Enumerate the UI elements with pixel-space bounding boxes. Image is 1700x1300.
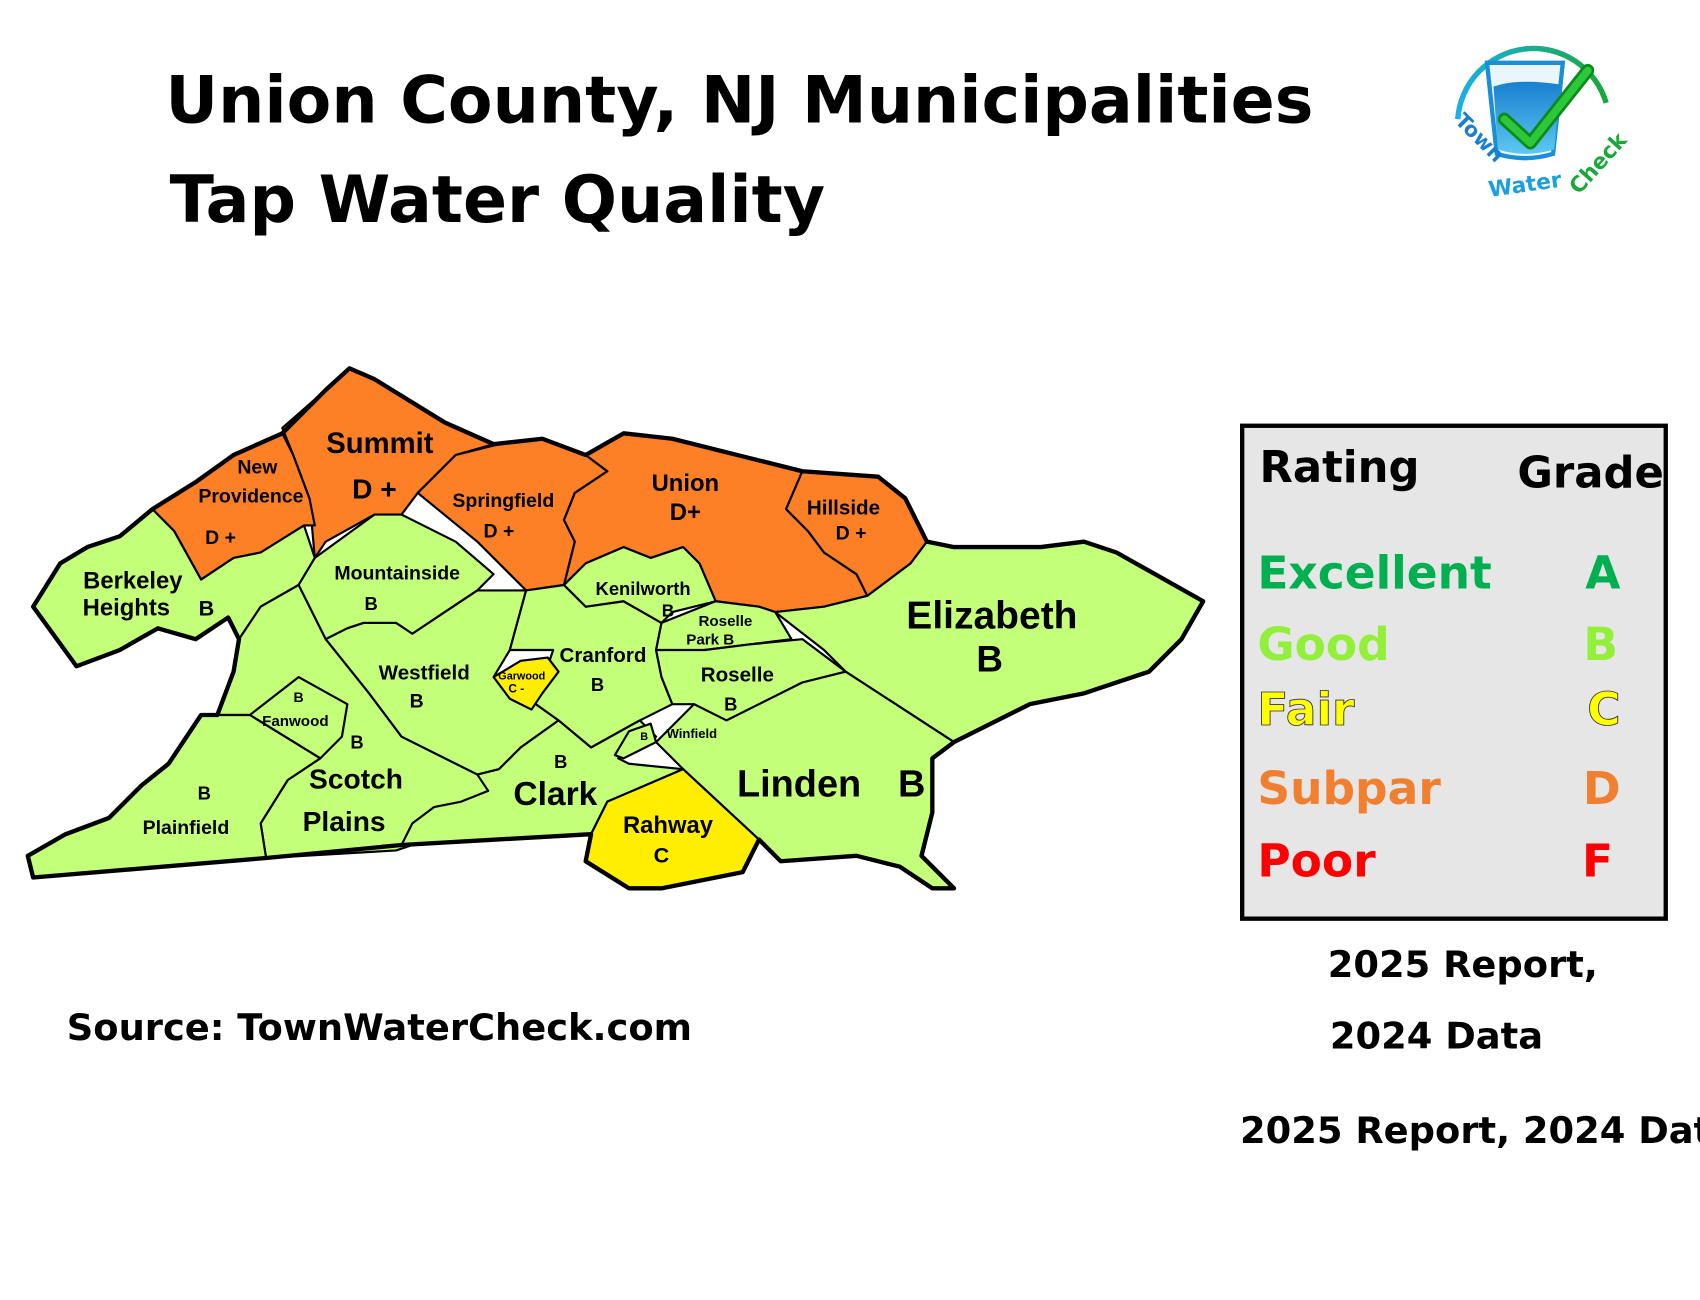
- legend: Rating Grade Excellent A Good B Fair C Subpar D…: [1240, 423, 1668, 921]
- grade-kenilworth: B: [662, 600, 675, 620]
- grade-mountainside: B: [365, 593, 378, 614]
- map-title-line2: Tap Water Quality: [170, 163, 825, 238]
- region-winfield[interactable]: [613, 722, 658, 760]
- union-county-map: Summit D + New Providence D + Springfiel…: [25, 366, 1206, 891]
- grade-cranford: B: [591, 674, 604, 695]
- report-line1: 2025 Report,: [1328, 943, 1598, 986]
- label-kenilworth: Kenilworth: [596, 578, 691, 599]
- legend-grade-a: A: [1585, 546, 1620, 599]
- report-line2: 2024 Data: [1330, 1015, 1543, 1058]
- label-scotch-plains-2: Plains: [303, 806, 386, 837]
- label-winfield: Winfield: [667, 726, 717, 741]
- logo-text-water: Water: [1487, 168, 1564, 203]
- label-new-providence-2: Providence: [198, 486, 303, 508]
- townwatercheck-logo: Town Water Check: [1450, 45, 1633, 203]
- legend-header-grade: Grade: [1517, 449, 1664, 499]
- label-springfield: Springfield: [452, 490, 554, 512]
- report-single-line: 2025 Report, 2024 Data: [1240, 1109, 1700, 1152]
- grade-winfield: B: [640, 731, 648, 743]
- grade-clark: B: [554, 751, 567, 772]
- label-roselle-park-2: Park B: [686, 632, 734, 649]
- label-garwood: Garwood: [498, 670, 545, 682]
- label-mountainside: Mountainside: [334, 563, 460, 585]
- label-fanwood: Fanwood: [262, 713, 329, 730]
- grade-union: D+: [670, 499, 701, 526]
- label-clark: Clark: [513, 776, 597, 813]
- label-union: Union: [652, 470, 720, 497]
- region-clark[interactable]: [400, 719, 685, 847]
- grade-hillside: D +: [836, 523, 867, 545]
- grade-scotch-plains: B: [350, 732, 363, 753]
- map-title-line1: Union County, NJ Municipalities: [165, 63, 1313, 138]
- source-text: Source: TownWaterCheck.com: [67, 1006, 692, 1049]
- legend-rating-excellent: Excellent: [1257, 546, 1491, 599]
- label-summit: Summit: [326, 428, 434, 460]
- region-kenilworth[interactable]: [562, 545, 717, 624]
- county-outline: [25, 366, 1206, 891]
- grade-plainfield: B: [198, 783, 211, 804]
- legend-rating-good: Good: [1257, 618, 1389, 671]
- label-rahway: Rahway: [623, 812, 714, 839]
- legend-box: [1240, 423, 1668, 921]
- logo-text-check: Check: [1565, 128, 1633, 200]
- legend-grade-b: B: [1583, 618, 1618, 671]
- region-garwood[interactable]: [492, 656, 560, 711]
- label-scotch-plains-1: Scotch: [309, 764, 403, 795]
- grade-new-providence: D +: [205, 527, 236, 549]
- grade-westfield: B: [410, 690, 424, 712]
- label-new-providence-1: New: [237, 456, 278, 478]
- grade-berkeley-heights: B: [199, 595, 215, 620]
- grade-linden: B: [898, 763, 925, 805]
- grade-garwood: C -: [508, 681, 524, 695]
- legend-rating-poor: Poor: [1257, 834, 1376, 887]
- label-westfield: Westfield: [379, 661, 470, 684]
- label-elizabeth: Elizabeth: [906, 594, 1077, 637]
- legend-rating-subpar: Subpar: [1257, 762, 1441, 815]
- grade-rahway: C: [654, 842, 670, 867]
- grade-elizabeth: B: [976, 639, 1003, 680]
- label-plainfield: Plainfield: [143, 817, 230, 839]
- grade-summit: D +: [352, 473, 397, 504]
- legend-grade-d: D: [1583, 762, 1621, 815]
- legend-grade-c: C: [1587, 683, 1620, 736]
- grade-roselle: B: [724, 694, 737, 715]
- label-roselle-park-1: Roselle: [698, 613, 752, 630]
- label-hillside: Hillside: [807, 497, 880, 520]
- label-berkeley-heights-2: Heights: [83, 594, 170, 621]
- legend-header-rating: Rating: [1260, 443, 1420, 493]
- legend-rating-fair: Fair: [1257, 683, 1355, 736]
- legend-grade-f: F: [1582, 834, 1613, 887]
- grade-springfield: D +: [484, 520, 515, 542]
- label-linden: Linden: [737, 763, 861, 805]
- label-roselle: Roselle: [701, 663, 774, 686]
- label-cranford: Cranford: [560, 644, 647, 667]
- label-berkeley-heights-1: Berkeley: [83, 567, 183, 594]
- grade-fanwood: B: [293, 689, 303, 705]
